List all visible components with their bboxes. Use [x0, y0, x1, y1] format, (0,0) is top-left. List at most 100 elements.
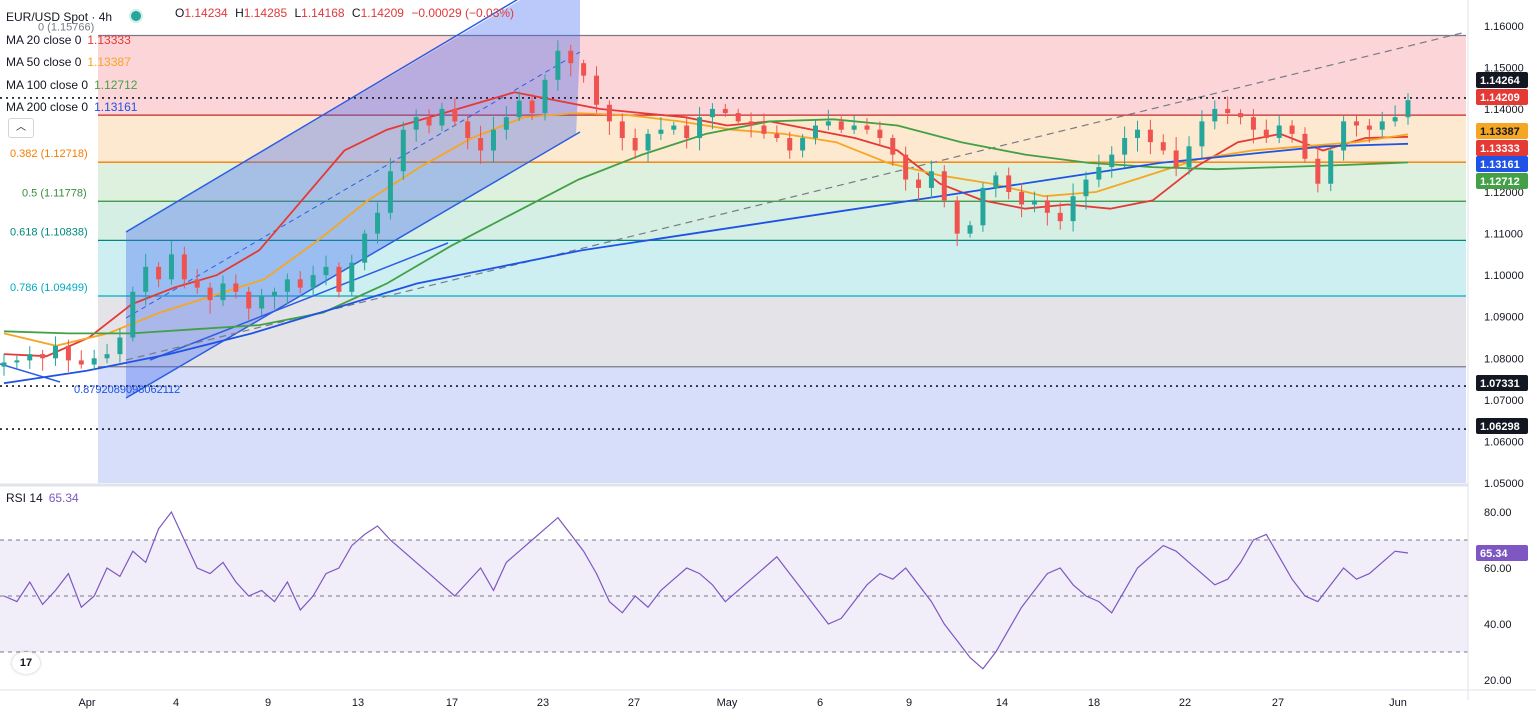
- candle-body: [271, 291, 277, 296]
- candles: [1, 40, 1411, 376]
- rsi-tick: 20.00: [1484, 675, 1512, 687]
- ma200-row[interactable]: MA 200 close 0 1.13161: [6, 96, 151, 119]
- candle-body: [297, 279, 303, 288]
- candle-body: [400, 129, 406, 172]
- candle-body: [864, 125, 870, 130]
- chevron-up-icon: ︿: [16, 122, 26, 133]
- down-trend-line: [0, 363, 61, 383]
- time-tick: 27: [1272, 697, 1284, 709]
- ma100-value: 1.12712: [94, 77, 138, 92]
- symbol-title[interactable]: EUR/USD Spot · 4h: [6, 10, 113, 24]
- candle-body: [156, 266, 162, 280]
- price-tag-text: 1.14264: [1480, 75, 1521, 87]
- fib-zone: [98, 366, 1466, 483]
- high-value: 1.14285: [243, 6, 288, 20]
- fib-label: 0.8792089098062112: [74, 384, 180, 396]
- symbol-row[interactable]: EUR/USD Spot · 4h: [6, 6, 151, 29]
- ma100-row[interactable]: MA 100 close 0 1.12712: [6, 74, 151, 97]
- price-tick: 1.15000: [1484, 62, 1524, 74]
- ma-line: [3, 91, 1409, 358]
- candle-body: [426, 117, 432, 126]
- candle-body: [117, 337, 123, 355]
- candle-body: [1405, 100, 1411, 118]
- candle-body: [658, 129, 664, 134]
- candle-body: [220, 283, 226, 301]
- candle-body: [774, 133, 780, 139]
- candle-body: [825, 121, 831, 126]
- candle-body: [284, 279, 290, 292]
- rsi-line: [3, 510, 1409, 670]
- candle-body: [246, 291, 252, 309]
- collapse-legend-button[interactable]: ︿: [8, 118, 34, 138]
- candle-body: [928, 171, 934, 188]
- price-tag-box: [1476, 89, 1528, 105]
- candle-body: [1083, 179, 1089, 197]
- candle-body: [645, 133, 651, 151]
- ma20-row[interactable]: MA 20 close 0 1.13333: [6, 29, 151, 52]
- time-tick: 4: [173, 697, 179, 709]
- ma-line: [3, 118, 1409, 335]
- indicator-legend: EUR/USD Spot · 4h MA 20 close 0 1.13333 M…: [6, 6, 151, 119]
- price-tag-text: 1.06298: [1480, 421, 1520, 433]
- time-axis[interactable]: Apr 4 9 13 17 23 27 May 6 9 14 18 22 27 Jun: [0, 689, 1536, 709]
- ma100-label: MA 100 close 0: [6, 77, 89, 92]
- candle-body: [27, 354, 33, 361]
- fib-label: 0.5 (1.11778): [22, 187, 87, 199]
- time-tick: 27: [628, 697, 640, 709]
- axis-background: [1468, 0, 1536, 715]
- channel-fill: [126, 0, 580, 398]
- candle-body: [233, 283, 239, 292]
- time-tick: 22: [1179, 697, 1191, 709]
- candle-body: [130, 291, 136, 338]
- candle-body: [143, 266, 149, 292]
- candle-body: [181, 254, 187, 280]
- candle-body: [903, 154, 909, 180]
- rsi-legend[interactable]: RSI 14 65.34: [6, 491, 79, 505]
- fib-zone: [98, 35, 1466, 116]
- rsi-tick: 40.00: [1484, 619, 1512, 631]
- candle-body: [529, 100, 535, 114]
- candle-body: [619, 121, 625, 139]
- candle-body: [748, 121, 754, 126]
- candle-body: [1302, 133, 1308, 159]
- candle-body: [516, 100, 522, 118]
- ma50-row[interactable]: MA 50 close 0 1.13387: [6, 51, 151, 74]
- candle-body: [632, 138, 638, 151]
- candle-body: [53, 345, 59, 359]
- price-tick: 1.11000: [1484, 229, 1523, 241]
- ma200-label: MA 200 close 0: [6, 100, 89, 114]
- open-label: O: [175, 6, 185, 20]
- candle-body: [323, 266, 329, 276]
- candle-body: [387, 171, 393, 213]
- candle-body: [14, 360, 20, 363]
- candle-body: [709, 108, 715, 118]
- candle-body: [877, 129, 883, 139]
- price-tag-text: 1.13387: [1480, 126, 1520, 138]
- candle-body: [671, 125, 677, 130]
- time-tick: 13: [352, 697, 364, 709]
- candle-body: [967, 225, 973, 234]
- candle-body: [478, 138, 484, 151]
- candle-body: [1392, 117, 1398, 122]
- candle-body: [581, 63, 587, 76]
- candle-body: [1250, 117, 1256, 130]
- candle-body: [1315, 158, 1321, 184]
- price-tick: 1.08000: [1484, 353, 1524, 365]
- candle-body: [916, 179, 922, 188]
- candle-body: [684, 125, 690, 139]
- candle-body: [1096, 167, 1102, 180]
- candle-body: [78, 360, 84, 365]
- tradingview-logo-icon[interactable]: 17: [12, 652, 40, 674]
- candle-body: [40, 354, 46, 359]
- change-value: −0.00029 (−0.03%): [411, 6, 515, 20]
- candle-body: [954, 200, 960, 234]
- candle-body: [542, 79, 548, 114]
- price-tag-box: [1476, 156, 1528, 172]
- candle-body: [362, 233, 368, 263]
- time-tick: 14: [996, 697, 1008, 709]
- price-axis[interactable]: 1.160001.150001.140001.130001.120001.110…: [1467, 0, 1536, 715]
- rsi-tick: 60.00: [1484, 563, 1512, 575]
- fib-labels: 0 (1.15766) 0.382 (1.12718) 0.5 (1.11778) 0…: [10, 22, 180, 396]
- price-tag-box: [1476, 72, 1528, 88]
